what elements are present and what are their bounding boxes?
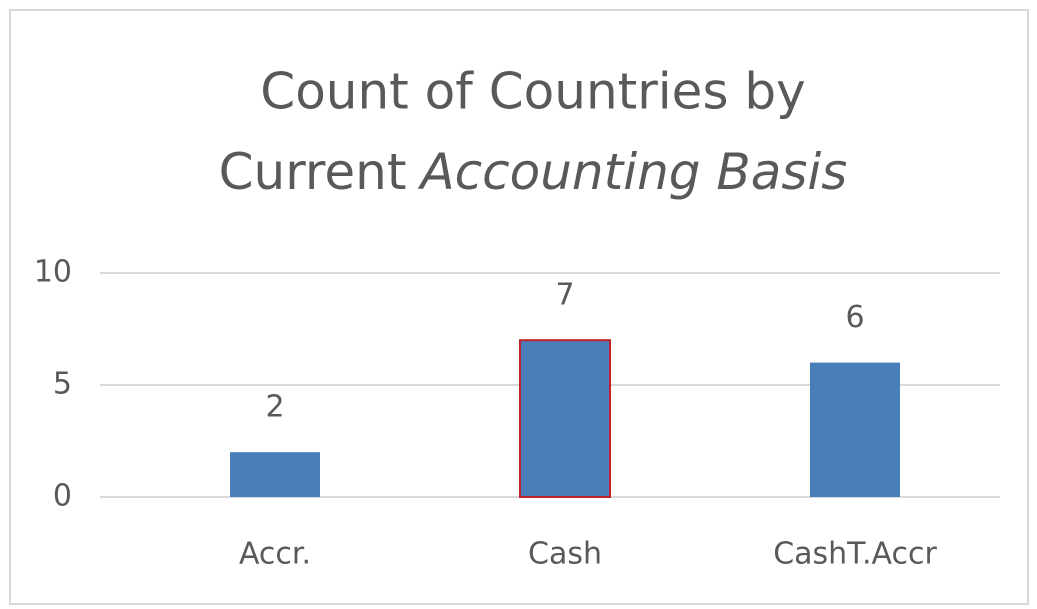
x-tick-label: Cash — [528, 537, 602, 572]
chart-title-part: Current — [219, 143, 407, 201]
data-label: 7 — [555, 278, 574, 313]
x-tick-label: CashT.Accr — [773, 537, 937, 572]
y-tick-label: 10 — [34, 255, 72, 290]
data-label: 6 — [845, 300, 864, 335]
y-tick-label: 0 — [53, 479, 72, 514]
bar — [810, 362, 900, 497]
chart-title: Count of Countries by — [260, 63, 805, 121]
bar — [519, 339, 611, 499]
chart-title-line: Current Accounting Basis — [219, 143, 848, 201]
chart-title-italic: Accounting Basis — [417, 143, 847, 201]
y-tick-label: 5 — [53, 367, 72, 402]
chart-frame — [9, 9, 1029, 605]
x-tick-label: Accr. — [239, 537, 311, 572]
bar — [230, 452, 320, 497]
data-label: 2 — [265, 390, 284, 425]
